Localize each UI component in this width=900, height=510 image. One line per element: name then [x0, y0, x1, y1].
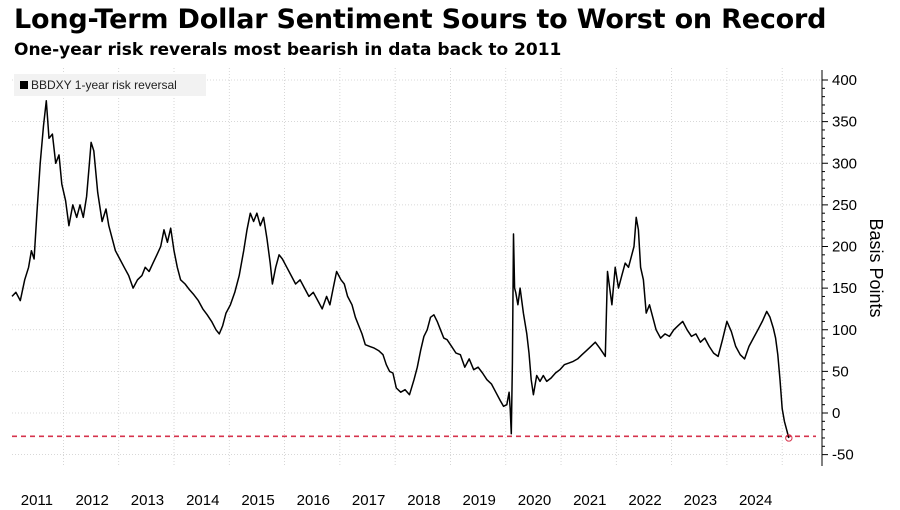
y-tick-label: 200 — [832, 239, 857, 256]
x-tick-label: 2023 — [684, 492, 717, 509]
x-tick-label: 2018 — [407, 492, 440, 509]
x-tick-label: 2019 — [463, 492, 496, 509]
chart-subtitle: One-year risk reverals most bearish in d… — [14, 40, 562, 60]
y-axis-label: Basis Points — [866, 218, 886, 317]
y-tick-label: 0 — [832, 405, 840, 422]
series-group — [11, 100, 790, 439]
endpoint-marker-group — [785, 434, 793, 442]
x-tick-label: 2012 — [75, 492, 108, 509]
x-tick-label: 2024 — [739, 492, 772, 509]
y-tick-label: 100 — [832, 322, 857, 339]
x-tick-label: 2022 — [628, 492, 661, 509]
x-tick-label: 2020 — [518, 492, 551, 509]
y-tick-label: 50 — [832, 363, 849, 380]
x-tick-label: 2017 — [352, 492, 385, 509]
x-tick-label: 2013 — [131, 492, 164, 509]
x-tick-labels: 2011 2012 2013 2014 2015 2016 2017 2018 2019 2020… — [21, 492, 773, 509]
y-tick-label: 350 — [832, 114, 857, 131]
series-line — [11, 100, 790, 439]
y-axis — [821, 70, 828, 466]
legend-label: BBDXY 1-year risk reversal — [31, 78, 177, 92]
x-tick-label: 2021 — [573, 492, 606, 509]
y-tick-labels: 400 350 300 250 200 150 100 50 0 -50 — [832, 72, 857, 464]
legend-swatch — [20, 81, 28, 89]
grid-lines — [12, 68, 822, 466]
y-tick-label: 400 — [832, 72, 857, 89]
y-tick-label: 300 — [832, 155, 857, 172]
y-tick-label: -50 — [832, 447, 854, 464]
x-tick-label: 2011 — [21, 492, 53, 509]
x-tick-label: 2016 — [297, 492, 330, 509]
legend: BBDXY 1-year risk reversal — [14, 74, 206, 96]
endpoint-marker — [785, 434, 793, 442]
y-tick-label: 250 — [832, 197, 857, 214]
y-tick-label: 150 — [832, 280, 857, 297]
x-tick-label: 2015 — [241, 492, 274, 509]
legend-box — [14, 74, 206, 96]
x-tick-label: 2014 — [186, 492, 219, 509]
chart-title: Long-Term Dollar Sentiment Sours to Wors… — [14, 4, 827, 35]
